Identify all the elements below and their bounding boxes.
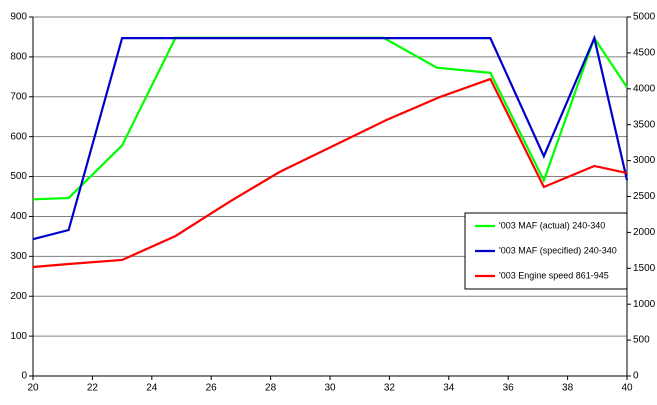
series-line xyxy=(32,35,628,201)
x-tick-label: 32 xyxy=(384,383,396,394)
y-tick-label: 700 xyxy=(10,91,27,102)
y-tick-label: 400 xyxy=(10,211,27,222)
legend-label: '003 Engine speed 861-945 xyxy=(499,270,609,280)
y-tick-label: 100 xyxy=(10,331,27,342)
y-tick-label: 300 xyxy=(10,251,27,262)
x-tick-label: 22 xyxy=(87,383,99,394)
y-tick-label: 600 xyxy=(10,131,27,142)
x-tick-label: 24 xyxy=(146,383,158,394)
y2-tick-label: 500 xyxy=(633,335,650,346)
y2-tick-label: 4500 xyxy=(633,48,656,59)
series-line xyxy=(32,77,628,269)
x-tick-label: 28 xyxy=(265,383,277,394)
x-tick-label: 40 xyxy=(621,383,633,394)
x-tick-label: 26 xyxy=(206,383,218,394)
x-tick-label: 30 xyxy=(324,383,336,394)
y-tick-label: 800 xyxy=(10,52,27,63)
x-tick-label: 38 xyxy=(562,383,574,394)
x-tick-label: 36 xyxy=(503,383,515,394)
series-line xyxy=(32,34,629,241)
y2-tick-label: 3000 xyxy=(633,155,656,166)
y-tick-label: 200 xyxy=(10,291,27,302)
y-tick-label: 900 xyxy=(10,12,27,23)
x-tick-label: 20 xyxy=(27,383,39,394)
y2-tick-label: 4000 xyxy=(633,83,656,94)
y2-tick-label: 1000 xyxy=(633,299,656,310)
y2-tick-label: 2500 xyxy=(633,191,656,202)
y2-tick-label: 5000 xyxy=(633,12,656,23)
y-tick-label: 0 xyxy=(21,371,27,382)
y2-tick-label: 2000 xyxy=(633,227,656,238)
x-tick-label: 34 xyxy=(443,383,455,394)
y2-tick-label: 0 xyxy=(633,371,639,382)
legend-label: '003 MAF (specified) 240-340 xyxy=(499,245,617,255)
y2-tick-label: 3500 xyxy=(633,119,656,130)
legend-label: '003 MAF (actual) 240-340 xyxy=(499,220,605,230)
y2-tick-label: 1500 xyxy=(633,263,656,274)
y-tick-label: 500 xyxy=(10,171,27,182)
